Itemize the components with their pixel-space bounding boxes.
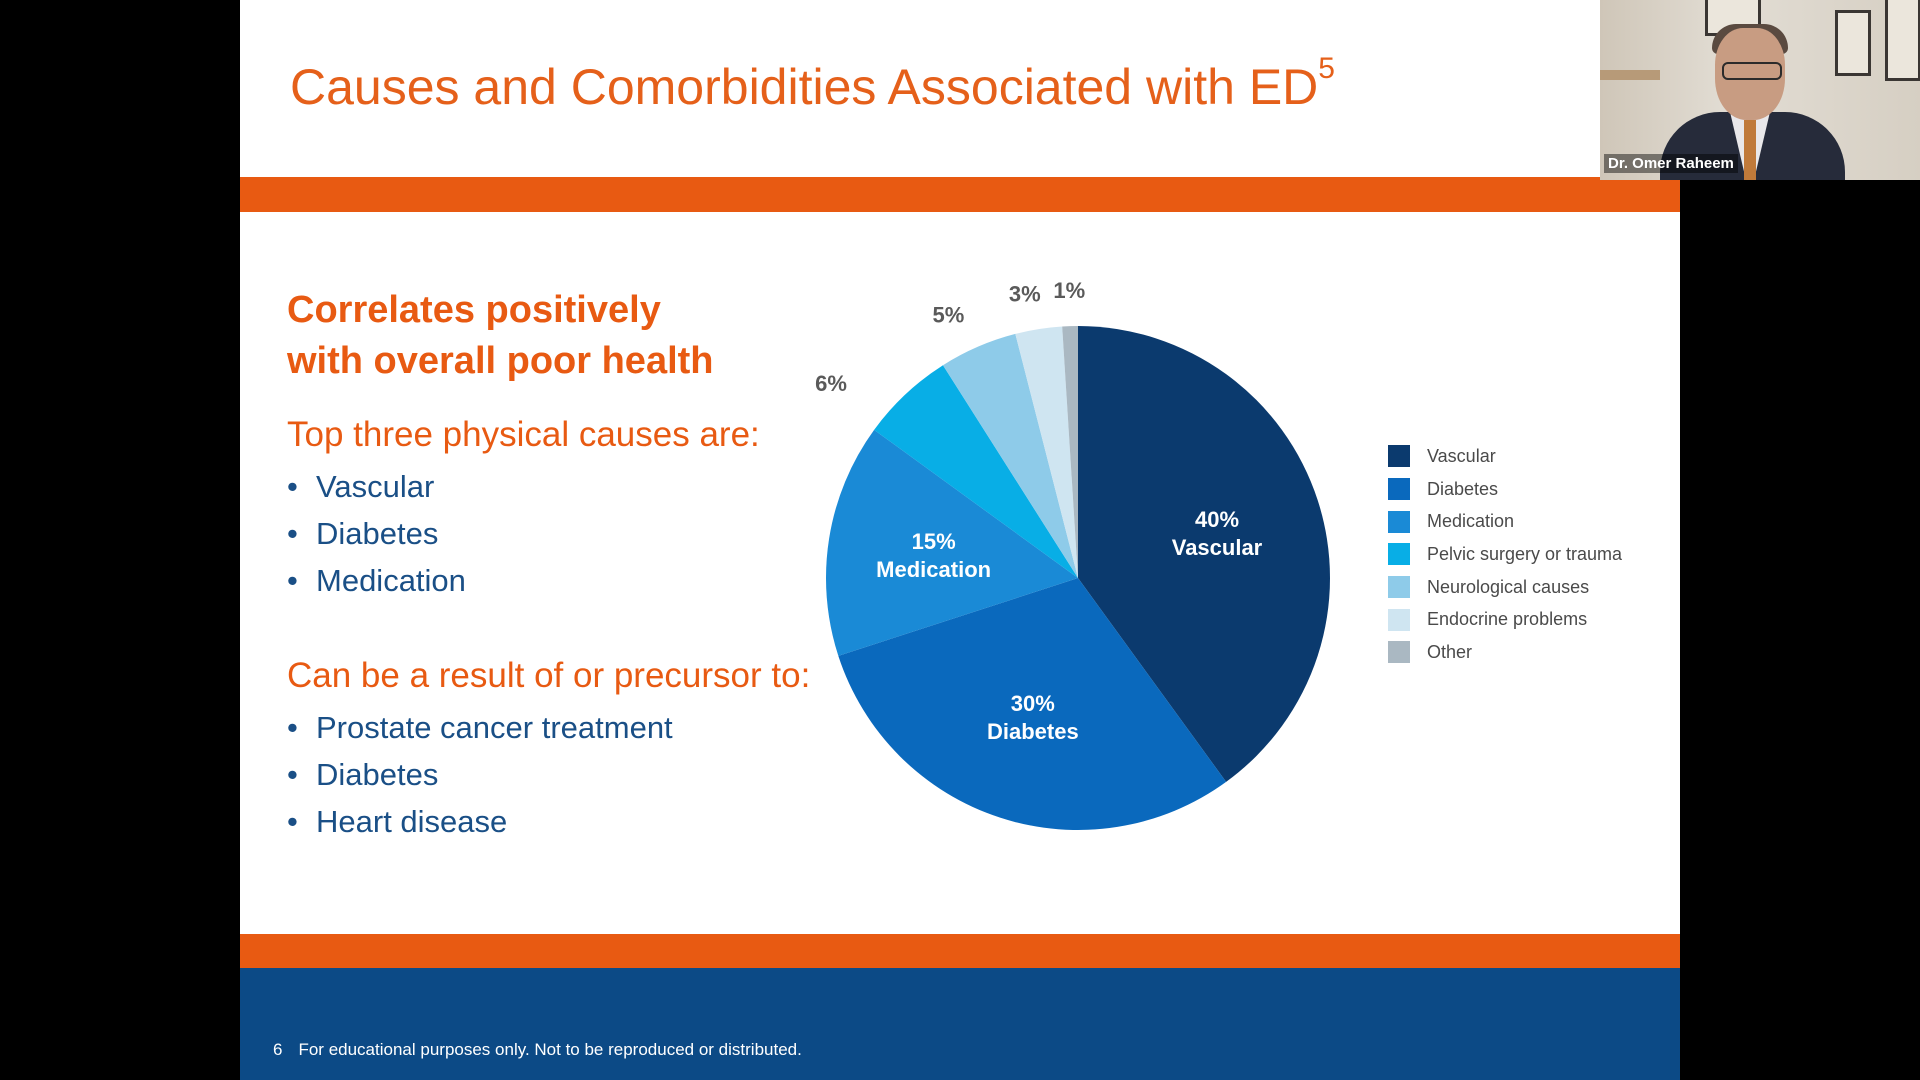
legend-item: Diabetes [1388,473,1622,506]
legend-swatch [1388,510,1410,533]
cause-item: Medication [287,557,887,604]
pie-chart: 40% Vascular 30% Diabetes 15% Medication 6% 5% 3… [800,260,1330,860]
slide-title-superscript: 5 [1318,52,1335,86]
wall-frame [1835,10,1871,76]
precursor-item: Heart disease [287,798,887,845]
slice-value-label: 5% [932,303,964,328]
footer-note: 6 For educational purposes only. Not to b… [273,1040,802,1060]
slice-value-label: 30% [1011,691,1055,716]
slide: Causes and Comorbidities Associated with… [240,0,1680,1080]
legend-swatch [1388,445,1410,468]
cause-item: Vascular [287,463,887,510]
pie-chart-svg: 40% Vascular 30% Diabetes 15% Medication 6% 5% 3… [815,278,1330,830]
pie-slice-neurological-causes [942,333,1078,578]
participant-name: Dr. Omer Raheem [1604,154,1738,173]
slice-value-label: 3% [1009,281,1041,306]
pie-slice-other [1062,326,1078,578]
legend-label: Other [1427,641,1473,662]
participant-glasses [1722,62,1782,80]
top-orange-band [240,177,1680,212]
legend-item: Medication [1388,505,1622,538]
slice-category-label: Medication [876,557,991,582]
chart-legend: Vascular Diabetes Medication Pelvic surgery… [1388,440,1622,669]
legend-label: Endocrine problems [1427,609,1588,630]
slice-value-label: 15% [912,529,956,554]
participant-tie [1744,120,1756,180]
legend-swatch [1388,543,1410,566]
legend-label: Vascular [1427,445,1496,466]
legend-item: Neurological causes [1388,571,1622,604]
slice-value-label: 40% [1195,507,1239,532]
legend-label: Medication [1427,511,1515,532]
headline: Correlates positively with overall poor … [287,285,887,387]
legend-label: Pelvic surgery or trauma [1427,543,1623,564]
precursor-item: Diabetes [287,751,887,798]
bottom-orange-band [240,934,1680,968]
slice-category-label: Diabetes [987,719,1079,744]
legend-label: Neurological causes [1427,576,1590,597]
page-number: 6 [273,1040,283,1059]
footer-disclaimer: For educational purposes only. Not to be… [298,1040,802,1059]
shelf [1600,70,1660,80]
slide-title: Causes and Comorbidities Associated with… [290,54,1335,116]
pie-slice-pelvic-surgery-or-trauma [874,365,1078,578]
legend-label: Diabetes [1427,478,1499,499]
headline-line-1: Correlates positively [287,289,661,331]
left-text-column: Correlates positively with overall poor … [287,285,887,845]
legend-item: Vascular [1388,440,1622,473]
causes-list: Vascular Diabetes Medication [287,463,887,604]
legend-item: Pelvic surgery or trauma [1388,538,1622,571]
slice-value-label: 6% [815,371,847,396]
precursor-list: Prostate cancer treatment Diabetes Heart… [287,704,887,845]
precursor-heading: Can be a result of or precursor to: [287,656,811,695]
pie-slice-vascular [1078,326,1330,782]
pie-slice-diabetes [838,578,1227,830]
legend-item: Endocrine problems [1388,603,1622,636]
causes-heading: Top three physical causes are: [287,415,760,454]
headline-line-2: with overall poor health [287,340,714,382]
legend-swatch [1388,641,1410,664]
slice-value-label: 1% [1053,278,1085,303]
wall-frame [1885,0,1920,81]
legend-swatch [1388,576,1410,599]
slice-category-label: Vascular [1172,535,1263,560]
legend-item: Other [1388,636,1622,669]
slide-title-text: Causes and Comorbidities Associated with… [290,59,1319,115]
legend-swatch [1388,478,1410,501]
legend-swatch [1388,608,1410,631]
participant-video[interactable]: Dr. Omer Raheem [1600,0,1920,180]
pie-slice-endocrine-problems [1015,326,1078,578]
cause-item: Diabetes [287,510,887,557]
precursor-item: Prostate cancer treatment [287,704,887,751]
pie-slice-medication [826,429,1078,656]
footer-band [240,968,1680,1080]
